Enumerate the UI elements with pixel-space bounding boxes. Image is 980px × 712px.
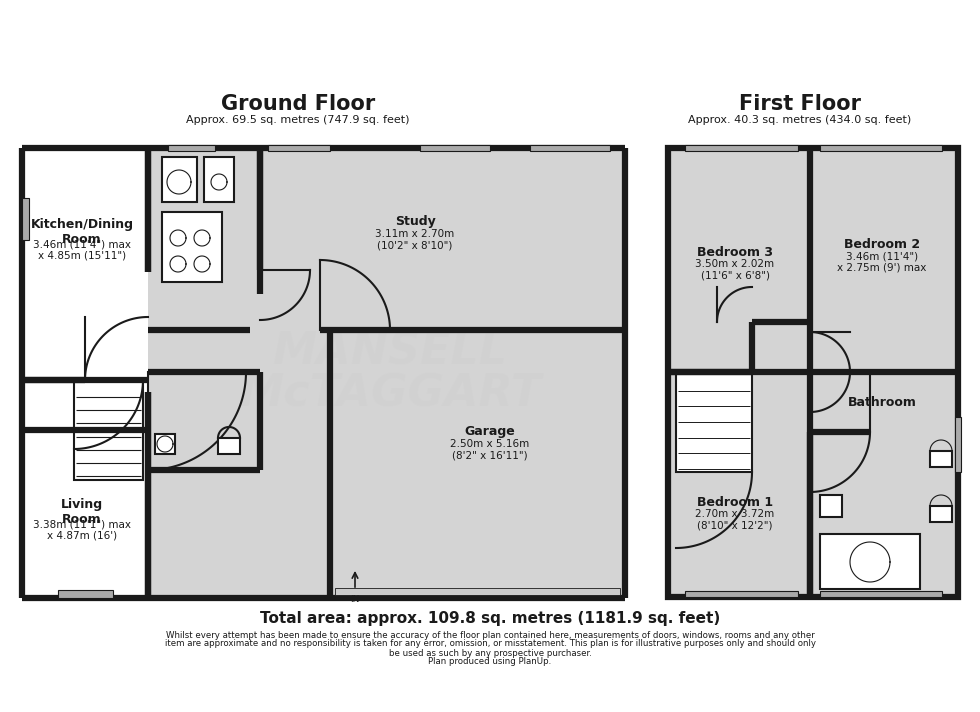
Text: 3.46m (11'4") max
x 4.85m (15'11"): 3.46m (11'4") max x 4.85m (15'11") <box>33 239 131 261</box>
Text: Approx. 69.5 sq. metres (747.9 sq. feet): Approx. 69.5 sq. metres (747.9 sq. feet) <box>186 115 410 125</box>
Bar <box>685 145 798 151</box>
Bar <box>930 506 952 522</box>
Text: Plan produced using PlanUp.: Plan produced using PlanUp. <box>428 657 552 666</box>
Text: IN: IN <box>350 595 360 604</box>
Bar <box>335 588 620 595</box>
Bar <box>218 438 240 454</box>
Bar <box>268 145 330 151</box>
Bar <box>820 534 920 589</box>
Bar <box>685 591 798 597</box>
Bar <box>168 145 215 151</box>
Text: First Floor: First Floor <box>739 94 861 114</box>
Text: Garage: Garage <box>465 426 515 439</box>
Bar <box>155 434 175 454</box>
Bar <box>668 148 958 597</box>
Text: Kitchen/Dining
Room: Kitchen/Dining Room <box>30 218 133 246</box>
Text: McTAGGART: McTAGGART <box>239 372 541 416</box>
Text: Bedroom 3: Bedroom 3 <box>697 246 773 258</box>
Text: Study: Study <box>395 216 435 229</box>
Text: Total area: approx. 109.8 sq. metres (1181.9 sq. feet): Total area: approx. 109.8 sq. metres (11… <box>260 610 720 626</box>
Text: Ground Floor: Ground Floor <box>220 94 375 114</box>
Text: 3.38m (11'1") max
x 4.87m (16'): 3.38m (11'1") max x 4.87m (16') <box>33 519 131 541</box>
Text: Whilst every attempt has been made to ensure the accuracy of the floor plan cont: Whilst every attempt has been made to en… <box>166 631 814 639</box>
Text: Bedroom 2: Bedroom 2 <box>844 238 920 251</box>
Text: be used as such by any prospective purchaser.: be used as such by any prospective purch… <box>388 649 592 657</box>
Bar <box>148 148 625 598</box>
Text: 3.46m (11'4")
x 2.75m (9') max: 3.46m (11'4") x 2.75m (9') max <box>837 251 927 273</box>
Bar <box>955 417 961 472</box>
Bar <box>676 372 752 472</box>
Bar <box>162 157 197 202</box>
Text: item are approximate and no responsibility is taken for any error, omission, or : item are approximate and no responsibili… <box>165 639 815 649</box>
Text: Living
Room: Living Room <box>61 498 103 526</box>
Text: 3.50m x 2.02m
(11'6" x 6'8"): 3.50m x 2.02m (11'6" x 6'8") <box>696 259 774 281</box>
Text: Bedroom 1: Bedroom 1 <box>697 496 773 508</box>
Bar <box>676 372 752 472</box>
Bar <box>820 495 842 517</box>
Text: 2.50m x 5.16m
(8'2" x 16'11"): 2.50m x 5.16m (8'2" x 16'11") <box>451 439 529 461</box>
Bar <box>204 157 234 202</box>
Text: Bathroom: Bathroom <box>848 395 916 409</box>
Text: 3.11m x 2.70m
(10'2" x 8'10"): 3.11m x 2.70m (10'2" x 8'10") <box>375 229 455 251</box>
Bar <box>820 145 942 151</box>
Bar <box>74 380 143 480</box>
Bar <box>668 148 958 597</box>
Bar <box>530 145 610 151</box>
Bar <box>930 451 952 467</box>
Bar <box>22 198 29 240</box>
Bar <box>820 591 942 597</box>
Bar <box>162 212 222 282</box>
Text: Approx. 40.3 sq. metres (434.0 sq. feet): Approx. 40.3 sq. metres (434.0 sq. feet) <box>688 115 911 125</box>
Bar <box>420 145 490 151</box>
Bar <box>74 380 143 480</box>
Bar <box>58 590 113 598</box>
Text: MANSELL: MANSELL <box>272 330 508 374</box>
Text: 2.70m x 3.72m
(8'10" x 12'2"): 2.70m x 3.72m (8'10" x 12'2") <box>696 509 774 531</box>
